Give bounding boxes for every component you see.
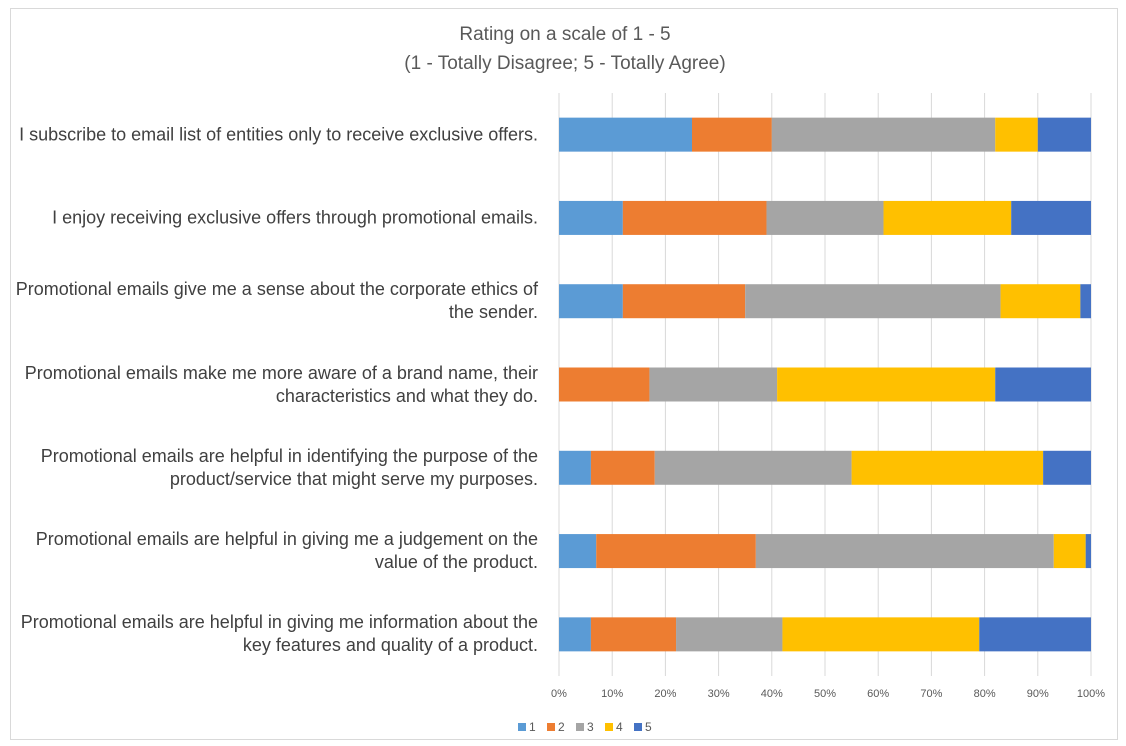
bar-segment — [745, 284, 1001, 319]
category-label: Promotional emails are helpful in giving… — [35, 529, 538, 573]
legend-label: 2 — [558, 720, 565, 734]
chart-subtitle: (1 - Totally Disagree; 5 - Totally Agree… — [404, 53, 725, 74]
category-label: Promotional emails make me more aware of… — [24, 362, 538, 406]
bar-segment — [559, 367, 650, 402]
x-tick-label: 60% — [867, 688, 889, 700]
x-tick-label: 90% — [1027, 688, 1049, 700]
legend-swatch — [634, 723, 642, 731]
bar-segment — [1000, 284, 1081, 319]
category-label: Promotional emails are helpful in giving… — [20, 612, 538, 656]
x-tick-label: 30% — [708, 688, 730, 700]
x-tick-label: 80% — [974, 688, 996, 700]
bar-segment — [755, 534, 1054, 569]
bar-segment — [995, 117, 1038, 152]
category-label: Promotional emails are helpful in identi… — [40, 445, 538, 489]
bar-segment — [883, 200, 1012, 235]
category-label: I subscribe to email list of entities on… — [19, 124, 538, 145]
x-tick-label: 10% — [601, 688, 623, 700]
bar-segment — [851, 450, 1044, 485]
legend-label: 5 — [645, 720, 652, 734]
bar-segment — [979, 617, 1091, 652]
legend-label: 4 — [616, 720, 623, 734]
bar-segment — [622, 200, 767, 235]
bar-segment — [559, 200, 623, 235]
legend-label: 3 — [587, 720, 594, 734]
bar-segment — [559, 117, 692, 152]
bar-segment — [1037, 117, 1091, 152]
bar-segment — [654, 450, 852, 485]
bar-segment — [559, 450, 591, 485]
bar-segment — [692, 117, 772, 152]
legend-label: 1 — [529, 720, 536, 734]
x-tick-label: 20% — [654, 688, 676, 700]
bar-segment — [995, 367, 1091, 402]
x-tick-label: 100% — [1077, 688, 1105, 700]
bar-segment — [1085, 534, 1091, 569]
bar-segment — [559, 534, 597, 569]
bar-segment — [559, 284, 623, 319]
legend-swatch — [576, 723, 584, 731]
bar-segment — [766, 200, 884, 235]
bar-segment — [559, 617, 591, 652]
bar-segment — [676, 617, 783, 652]
category-label: I enjoy receiving exclusive offers throu… — [52, 207, 538, 228]
bar-segment — [622, 284, 746, 319]
legend-swatch — [518, 723, 526, 731]
x-tick-label: 40% — [761, 688, 783, 700]
category-label: Promotional emails give me a sense about… — [15, 279, 538, 323]
bar-segment — [649, 367, 778, 402]
bar-segment — [1043, 450, 1091, 485]
x-tick-label: 0% — [551, 688, 567, 700]
bar-segment — [771, 117, 996, 152]
bar-segment — [1011, 200, 1091, 235]
legend-swatch — [605, 723, 613, 731]
bar-segment — [596, 534, 756, 569]
bar-segment — [590, 617, 677, 652]
bar-segment — [1080, 284, 1091, 319]
chart-title: Rating on a scale of 1 - 5 — [459, 24, 670, 45]
bar-segment — [1053, 534, 1086, 569]
bar-segment — [590, 450, 655, 485]
bar-segment — [782, 617, 980, 652]
bar-segment — [777, 367, 996, 402]
x-tick-label: 70% — [920, 688, 942, 700]
x-tick-label: 50% — [814, 688, 836, 700]
legend-swatch — [547, 723, 555, 731]
